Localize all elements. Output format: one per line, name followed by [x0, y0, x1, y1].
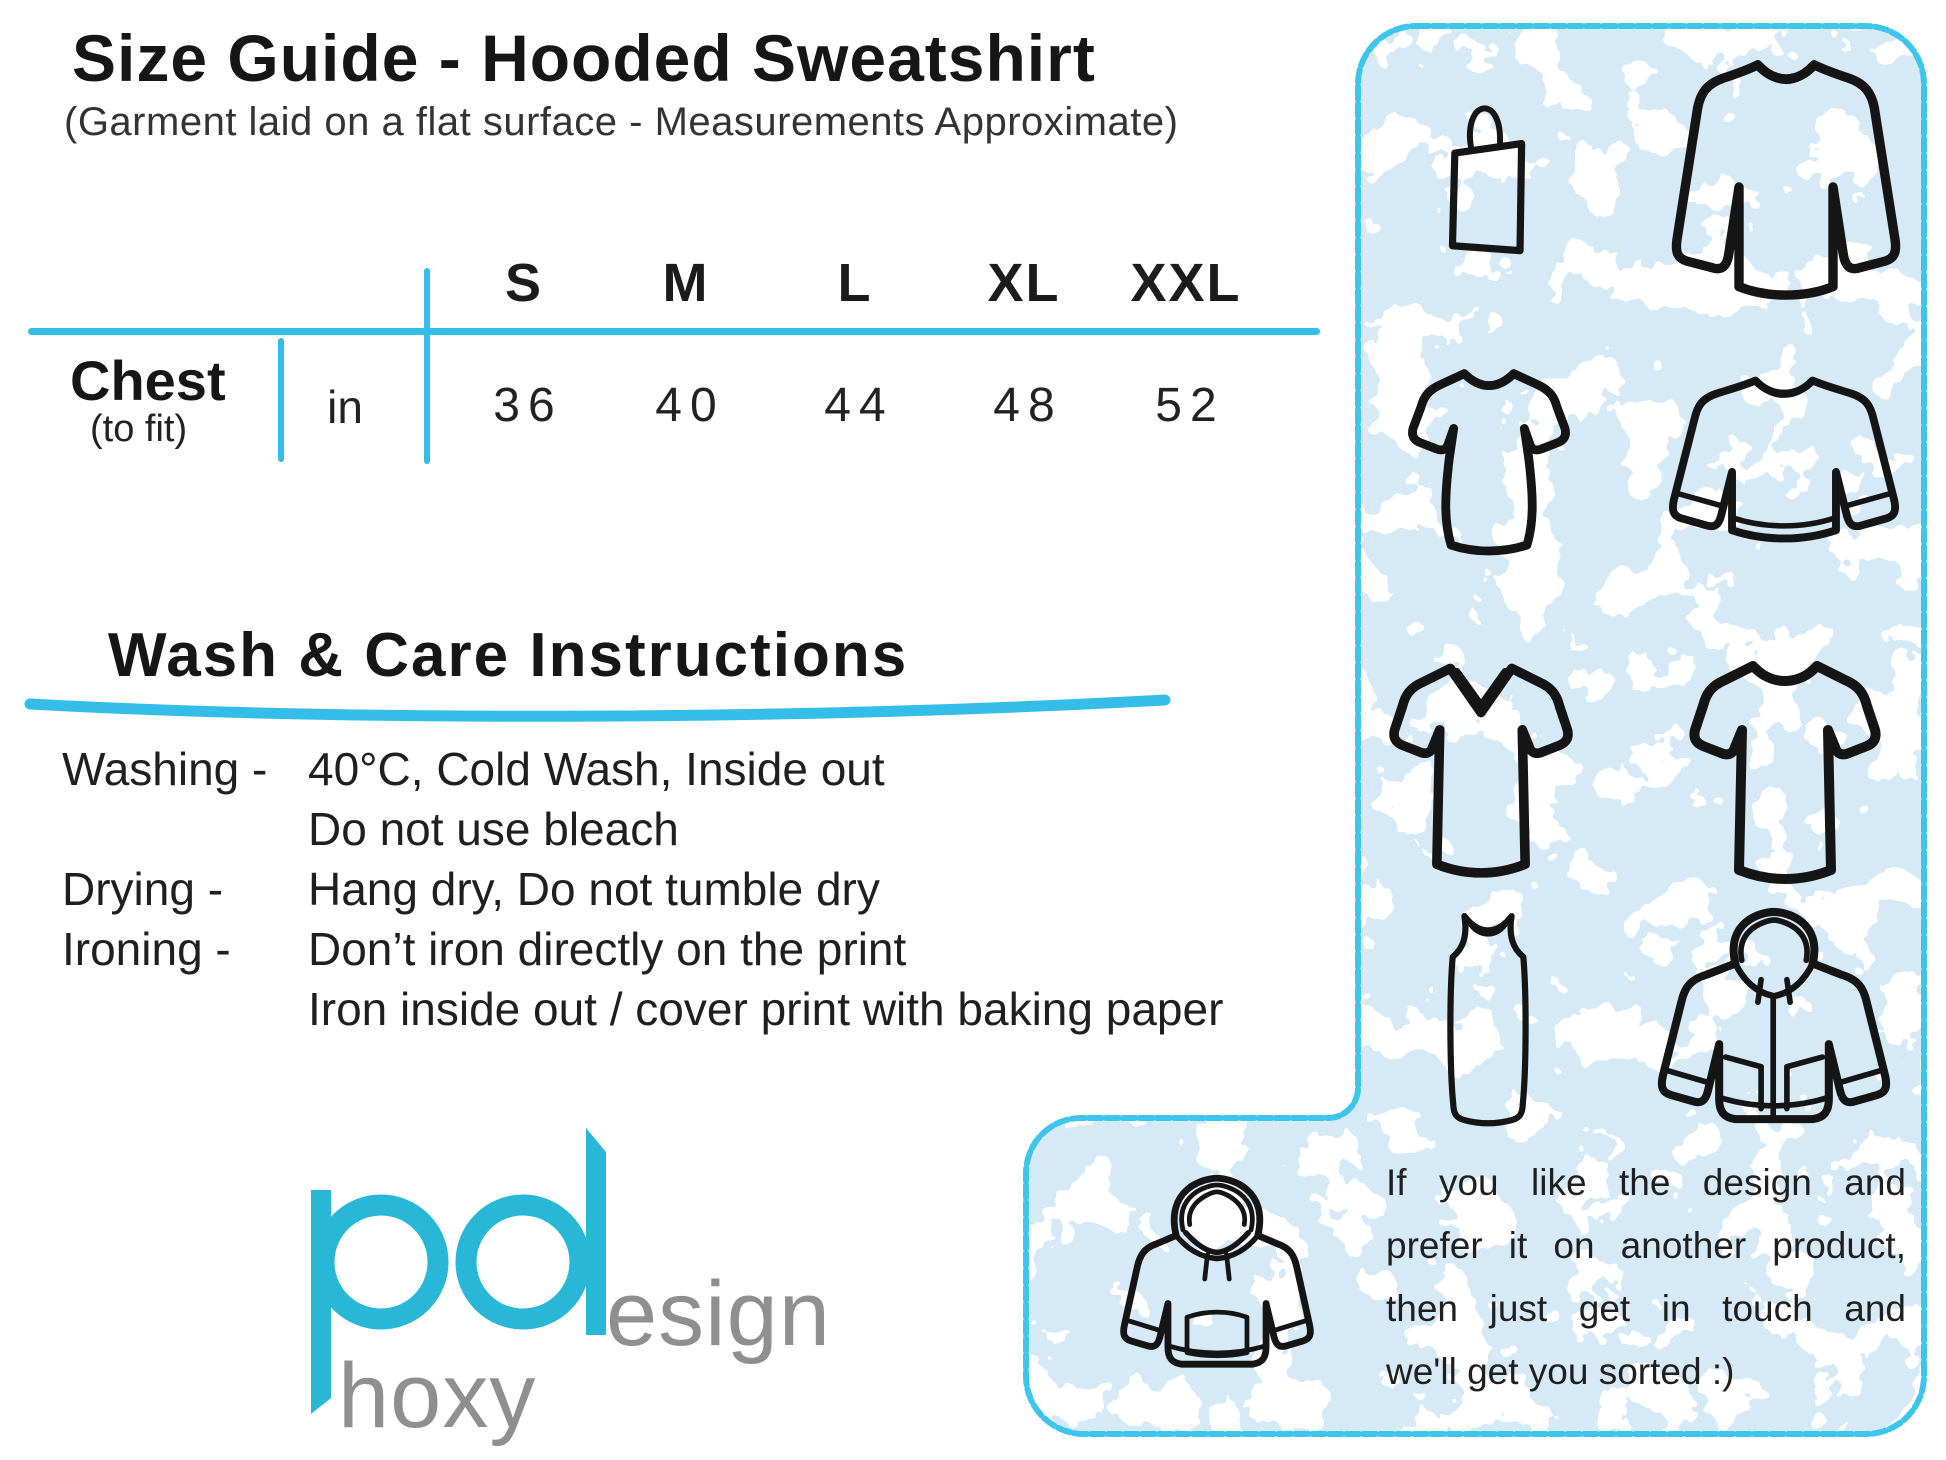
- care-text-drying-1: Hang dry, Do not tumble dry: [308, 863, 880, 915]
- chest-value-xxl: 52: [1155, 379, 1225, 432]
- v-neck-tshirt-icon: [1385, 640, 1577, 908]
- womens-tshirt-icon: [1398, 356, 1580, 568]
- size-col-m: M: [662, 253, 710, 313]
- tank-top-icon: [1426, 898, 1550, 1150]
- page-title: Size Guide - Hooded Sweatshirt: [72, 21, 1096, 95]
- logo-word-design: esign: [606, 1263, 831, 1365]
- care-text-ironing-2: Iron inside out / cover print with bakin…: [308, 983, 1224, 1035]
- contact-note-line: then just get in touch and: [1386, 1288, 1906, 1329]
- chest-value-xl: 48: [993, 379, 1063, 432]
- contact-note: If you like the design and prefer it on …: [1386, 1162, 1906, 1393]
- tote-bag-icon: [1423, 65, 1553, 269]
- contact-note-line: prefer it on another product,: [1386, 1225, 1906, 1266]
- size-col-l: L: [837, 253, 873, 313]
- unit-label: in: [327, 381, 363, 433]
- chest-value-m: 40: [655, 379, 725, 432]
- care-label-ironing: Ironing -: [62, 923, 231, 975]
- table-vertical-rule-long: [424, 268, 430, 464]
- phoxy-design-logo-mark: [311, 1128, 606, 1414]
- table-horizontal-rule: [28, 328, 1320, 335]
- care-text-washing-1: 40°C, Cold Wash, Inside out: [308, 743, 885, 795]
- contact-note-line: we'll get you sorted :): [1386, 1351, 1735, 1392]
- care-label-drying: Drying -: [62, 863, 224, 915]
- tshirt-icon: [1680, 646, 1886, 906]
- care-text-washing-2: Do not use bleach: [308, 803, 679, 855]
- chest-row-label: Chest: [70, 349, 226, 412]
- pullover-hoodie-icon: [1108, 1148, 1326, 1406]
- care-heading: Wash & Care Instructions: [108, 621, 909, 690]
- sweatshirt-icon: [1658, 352, 1910, 584]
- table-vertical-rule-short: [278, 338, 284, 462]
- logo-word-hoxy: hoxy: [338, 1345, 537, 1447]
- contact-note-line: If you like the design and: [1386, 1162, 1906, 1203]
- care-label-washing: Washing -: [62, 743, 268, 795]
- size-col-xxl: XXL: [1130, 253, 1242, 313]
- chest-row-sublabel: (to fit): [90, 408, 188, 450]
- page-subtitle: (Garment laid on a flat surface - Measur…: [64, 100, 1179, 144]
- chest-value-s: 36: [493, 379, 563, 432]
- care-text-ironing-1: Don’t iron directly on the print: [308, 923, 907, 975]
- long-sleeve-shirt-icon: [1662, 46, 1910, 328]
- chest-value-l: 44: [824, 379, 894, 432]
- zip-hoodie-icon: [1645, 878, 1903, 1170]
- size-col-s: S: [504, 253, 544, 313]
- care-heading-underline: [24, 694, 1171, 722]
- size-col-xl: XL: [987, 253, 1061, 313]
